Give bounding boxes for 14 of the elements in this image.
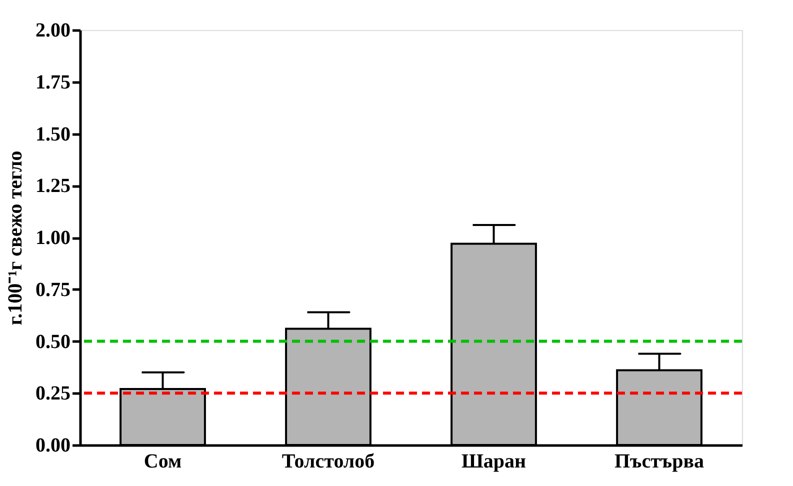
y-tick-label: 2.00 <box>36 20 70 42</box>
y-axis-title: г.100⁻¹г свежо тегло <box>4 150 26 326</box>
y-tick-label: 0.25 <box>36 382 70 405</box>
y-tick-label: 1.25 <box>36 175 70 198</box>
y-tick-label: 0.75 <box>36 278 70 301</box>
y-tick-label: 1.50 <box>36 123 70 146</box>
x-tick-label: Сом <box>144 450 182 472</box>
x-tick-label: Толстолоб <box>282 450 375 472</box>
y-tick-label: 1.75 <box>36 71 70 94</box>
y-tick-label: 1.00 <box>36 227 70 249</box>
x-tick-label: Шаран <box>461 450 526 472</box>
y-tick-label: 0.50 <box>36 330 70 353</box>
x-tick-label: Пъстърва <box>614 450 704 472</box>
y-tick-label: 0.00 <box>36 434 70 456</box>
